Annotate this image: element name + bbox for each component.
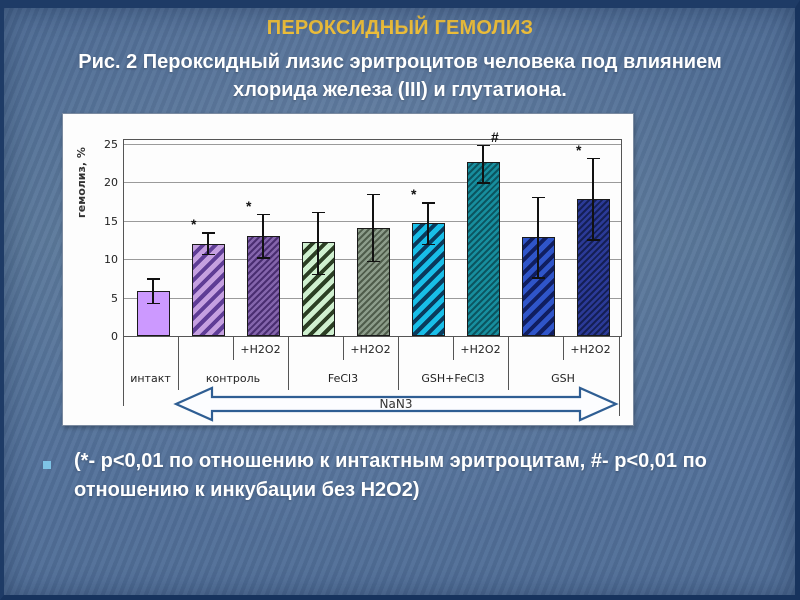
error-bar xyxy=(207,232,209,255)
plot-area: 0 5 10 15 20 25 * * * # * xyxy=(104,130,622,343)
significance-marker: * xyxy=(411,186,417,203)
sub-tick xyxy=(233,336,234,360)
sub-label: +H2O2 xyxy=(460,343,501,356)
error-bar-cap-bottom xyxy=(311,273,325,276)
sub-tick xyxy=(563,336,564,360)
error-bar-cap-bottom xyxy=(586,239,600,241)
nan3-arrow: NaN3 xyxy=(173,386,619,422)
error-bar-cap-bottom xyxy=(421,243,435,246)
error-bar-cap-bottom xyxy=(201,253,215,256)
significance-marker: * xyxy=(191,216,197,233)
y-tick-label: 20 xyxy=(104,176,118,190)
y-tick-label: 10 xyxy=(104,253,118,267)
y-tick-label: 15 xyxy=(104,214,118,228)
double-arrow-shape xyxy=(173,386,619,422)
grid-line xyxy=(124,182,621,184)
bar xyxy=(356,227,390,336)
error-bar xyxy=(427,202,429,245)
y-tick-label: 5 xyxy=(111,291,118,305)
group-separator xyxy=(398,336,399,390)
chart-panel: гемолиз, % 0 5 10 15 20 25 * * * # * интакт контрол… xyxy=(62,113,634,426)
error-bar xyxy=(372,193,374,262)
error-bar xyxy=(317,211,319,275)
error-bar-cap-top xyxy=(586,157,600,160)
sub-tick xyxy=(343,336,344,360)
error-bar xyxy=(592,157,594,240)
bar xyxy=(521,236,555,336)
sub-label: +H2O2 xyxy=(350,343,391,356)
group-label: контроль xyxy=(205,372,261,385)
grid-line xyxy=(124,144,621,145)
significance-marker: * xyxy=(246,197,252,214)
error-bar-cap-bottom xyxy=(146,302,160,305)
error-bar-cap-top xyxy=(201,232,215,234)
y-tick-label: 25 xyxy=(104,138,118,151)
error-bar-cap-top xyxy=(146,278,160,280)
nan3-label: NaN3 xyxy=(380,397,413,411)
footnote-text: (*- p<0,01 по отношению к интактным эрит… xyxy=(74,450,707,501)
error-bar-cap-top xyxy=(311,211,325,214)
y-axis-title: гемолиз, % xyxy=(75,147,88,218)
error-bar-cap-top xyxy=(366,193,380,196)
error-bar xyxy=(262,213,264,259)
significance-marker: * xyxy=(576,141,582,158)
sub-tick xyxy=(453,336,454,360)
error-bar-cap-top xyxy=(256,213,270,216)
error-bar-cap-top xyxy=(476,144,490,147)
sub-label: +H2O2 xyxy=(240,343,281,356)
group-label: FeCl3 xyxy=(327,372,359,385)
slide-title: ПЕРОКСИДНЫЙ ГЕМОЛИЗ xyxy=(266,17,534,39)
error-bar xyxy=(537,196,539,279)
y-tick-label: 0 xyxy=(111,330,118,343)
error-bar-cap-top xyxy=(421,202,435,204)
group-label: GSH+FeCl3 xyxy=(421,372,485,385)
error-bar-cap-bottom xyxy=(366,260,380,262)
error-bar-cap-top xyxy=(531,196,545,199)
error-bar-cap-bottom xyxy=(531,277,545,279)
error-bar-cap-bottom xyxy=(476,182,490,184)
bar xyxy=(301,242,335,336)
sub-label: +H2O2 xyxy=(570,343,611,356)
group-separator xyxy=(508,336,509,390)
slide-subtitle: Рис. 2 Пероксидный лизис эритроцитов чел… xyxy=(78,51,722,102)
significance-marker: # xyxy=(491,128,499,145)
bullet-marker xyxy=(43,461,51,469)
bar xyxy=(191,243,225,336)
error-bar xyxy=(152,278,154,304)
axis-edge-line-left xyxy=(123,336,124,406)
bar xyxy=(466,162,500,336)
group-separator xyxy=(288,336,289,390)
group-separator xyxy=(178,336,179,390)
x-axis-area: интакт контроль +H2O2 FeCl3 +H2O2 GSH+FeCl3 +H… xyxy=(123,336,620,422)
group-label: GSH xyxy=(551,372,575,385)
error-bar-cap-bottom xyxy=(256,257,270,259)
axis-edge-line-right xyxy=(619,336,620,416)
group-label: интакт xyxy=(130,372,171,385)
error-bar xyxy=(482,144,484,184)
